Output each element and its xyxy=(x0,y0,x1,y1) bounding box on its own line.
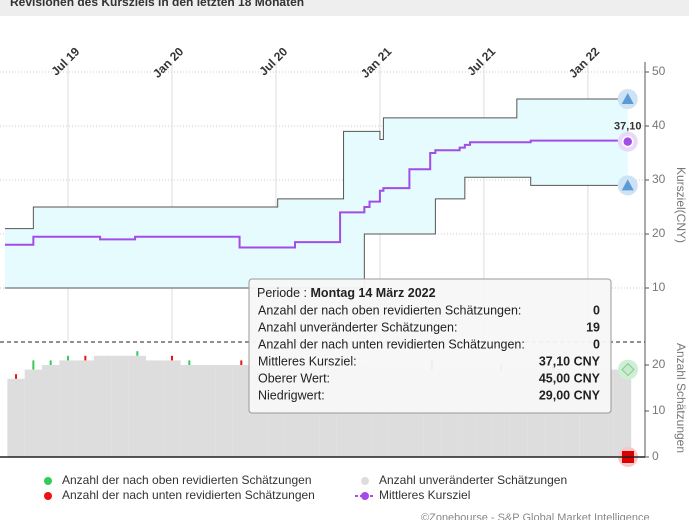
y-axis-label: Anzahl Schätzungen xyxy=(674,343,688,453)
tooltip-text: Anzahl der nach unten revidierten Schätz… xyxy=(258,337,525,351)
x-tick-label: Jul 21 xyxy=(464,44,498,78)
bar xyxy=(145,360,164,457)
tooltip-value: 0 xyxy=(593,303,600,317)
legend-label: Anzahl der nach oben revidierten Schätzu… xyxy=(62,473,312,487)
bar xyxy=(170,355,173,361)
tooltip-value: 29,00 CNY xyxy=(539,388,601,402)
tooltip-text: Mittleres Kursziel: xyxy=(258,354,357,368)
bar xyxy=(163,360,181,457)
y-tick-label: 10 xyxy=(652,403,666,417)
tooltip-label: Periode : Montag 14 März 2022 xyxy=(257,286,436,300)
legend-marker xyxy=(361,477,369,485)
bar xyxy=(188,360,191,365)
footer: ©Zonebourse - S&P Global Market Intellig… xyxy=(421,512,650,520)
y-axis-label: Kursziel(CNY) xyxy=(674,167,688,243)
tooltip-text: Anzahl der nach oben revidierten Schätzu… xyxy=(258,303,521,317)
y-tick-label: 20 xyxy=(652,357,666,371)
tooltip-text: Periode : xyxy=(257,286,311,300)
end-marker xyxy=(621,93,634,104)
x-tick-label: Jan 20 xyxy=(150,44,187,81)
bar xyxy=(136,351,139,356)
legend-marker xyxy=(361,492,369,500)
x-tick-label: Jan 21 xyxy=(358,44,395,81)
lower-line xyxy=(4,176,628,289)
data-label: 37,10 xyxy=(614,121,642,133)
end-marker xyxy=(621,135,634,148)
legend-label: Anzahl unveränderter Schätzungen xyxy=(379,473,567,487)
bar xyxy=(7,378,25,457)
bar xyxy=(42,365,60,457)
y-tick-label: 40 xyxy=(652,118,666,132)
bar xyxy=(59,360,77,457)
tooltip-box xyxy=(248,278,612,414)
bar xyxy=(49,360,52,365)
bar xyxy=(111,355,129,457)
bar xyxy=(15,374,18,379)
tooltip-value: 19 xyxy=(586,320,600,334)
bar xyxy=(128,355,146,457)
legend-marker xyxy=(44,492,52,500)
bar xyxy=(67,355,70,361)
y-tick-label: 0 xyxy=(652,449,659,463)
chart-title: Revisionen des Kursziels in den letzten … xyxy=(10,0,304,9)
bar xyxy=(84,355,87,361)
tooltip: Periode : Montag 14 März 2022 Anzahl der… xyxy=(248,278,612,414)
bar xyxy=(613,369,632,457)
y-tick-label: 20 xyxy=(652,226,666,240)
end-marker xyxy=(621,179,634,191)
legend-label: Mittleres Kursziel xyxy=(379,488,470,502)
band-area xyxy=(4,99,628,288)
tooltip-text: Anzahl unveränderter Schätzungen: xyxy=(258,320,457,334)
upper-line xyxy=(4,98,628,230)
y-tick-label: 50 xyxy=(652,64,666,78)
bar xyxy=(232,365,250,457)
tooltip-value: 37,10 CNY xyxy=(539,354,601,368)
bar xyxy=(240,360,243,365)
bar xyxy=(180,365,198,457)
bar xyxy=(197,365,216,457)
tooltip-text: Niedrigwert: xyxy=(258,388,325,402)
y-tick-label: 10 xyxy=(652,280,666,294)
x-tick-label: Jul 20 xyxy=(256,44,290,78)
legend-marker xyxy=(44,477,52,485)
x-tick-label: Jan 22 xyxy=(566,44,603,81)
end-marker xyxy=(621,362,635,377)
title-band xyxy=(0,0,689,16)
bar xyxy=(24,369,43,457)
bar xyxy=(32,360,35,370)
mean-line xyxy=(4,139,629,249)
y-tick-label: 30 xyxy=(652,172,666,186)
tooltip-value: 0 xyxy=(593,337,600,351)
tooltip-text: Oberer Wert: xyxy=(258,371,330,385)
tooltip-text: Montag 14 März 2022 xyxy=(311,286,436,300)
legend-label: Anzahl der nach unten revidierten Schätz… xyxy=(62,488,315,502)
bar xyxy=(94,355,112,457)
x-tick-label: Jul 19 xyxy=(48,44,82,78)
bar xyxy=(76,360,95,457)
bar xyxy=(215,365,233,457)
tooltip-value: 45,00 CNY xyxy=(539,371,601,385)
